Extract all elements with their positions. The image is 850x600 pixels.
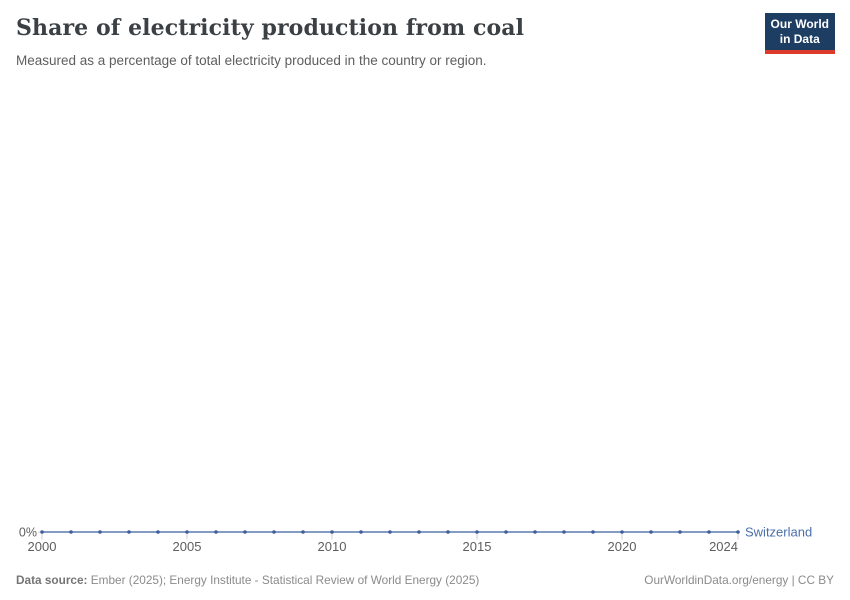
data-point[interactable]	[214, 530, 218, 534]
data-point[interactable]	[591, 530, 595, 534]
series-label[interactable]: Switzerland	[745, 525, 812, 540]
x-axis-tick-label: 2020	[608, 539, 637, 554]
x-axis-tick-label: 2015	[463, 539, 492, 554]
data-source: Data source: Ember (2025); Energy Instit…	[16, 573, 479, 588]
x-axis-tick-label: 2010	[318, 539, 347, 554]
page-title: Share of electricity production from coa…	[16, 15, 525, 41]
x-axis-tick-label: 2024	[709, 539, 738, 554]
data-point[interactable]	[475, 530, 479, 534]
data-point[interactable]	[330, 530, 334, 534]
data-point[interactable]	[69, 530, 73, 534]
footer-link[interactable]: OurWorldinData.org/energy | CC BY	[644, 573, 834, 587]
x-axis-tick-label: 2000	[28, 539, 57, 554]
data-point[interactable]	[156, 530, 160, 534]
chart-footer: Data source: Ember (2025); Energy Instit…	[16, 573, 834, 588]
data-point[interactable]	[301, 530, 305, 534]
data-point[interactable]	[272, 530, 276, 534]
x-axis-tick-label: 2005	[173, 539, 202, 554]
data-point[interactable]	[359, 530, 363, 534]
chart-subtitle: Measured as a percentage of total electr…	[16, 53, 487, 68]
data-point[interactable]	[707, 530, 711, 534]
data-point[interactable]	[649, 530, 653, 534]
owid-logo-line2: in Data	[779, 32, 820, 46]
owid-logo: Our World in Data	[764, 13, 835, 54]
data-point[interactable]	[533, 530, 537, 534]
data-point[interactable]	[562, 530, 566, 534]
data-point[interactable]	[417, 530, 421, 534]
data-point[interactable]	[446, 530, 450, 534]
data-point[interactable]	[504, 530, 508, 534]
data-point[interactable]	[40, 530, 44, 534]
data-point[interactable]	[127, 530, 131, 534]
data-point[interactable]	[98, 530, 102, 534]
data-point[interactable]	[243, 530, 247, 534]
data-point[interactable]	[736, 530, 740, 534]
data-point[interactable]	[620, 530, 624, 534]
y-axis-label: 0%	[19, 526, 37, 540]
owid-logo-line1: Our World	[770, 17, 829, 31]
data-point[interactable]	[185, 530, 189, 534]
data-point[interactable]	[388, 530, 392, 534]
data-point[interactable]	[678, 530, 682, 534]
data-source-label: Data source:	[16, 573, 88, 587]
data-source-text: Ember (2025); Energy Institute - Statist…	[87, 573, 480, 587]
